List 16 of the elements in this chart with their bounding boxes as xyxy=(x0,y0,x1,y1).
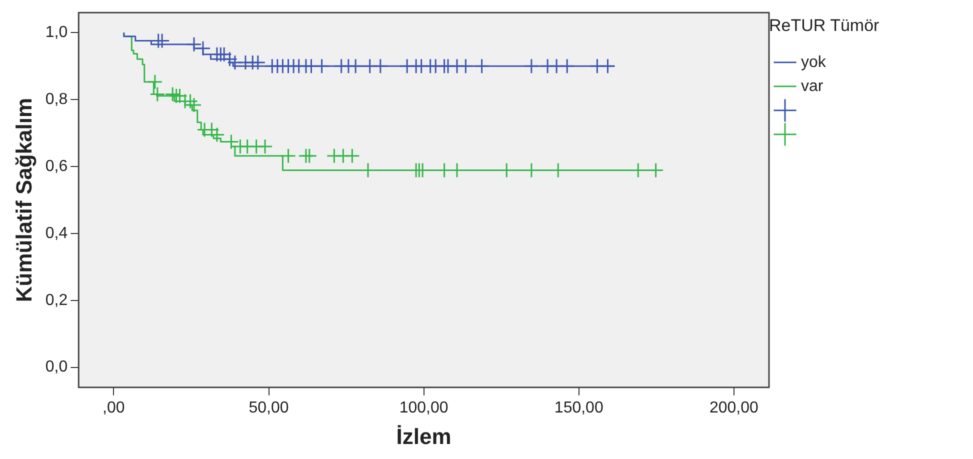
y-tick-label: 0,0 xyxy=(45,358,68,376)
x-tick-label: 200,00 xyxy=(709,399,759,416)
y-tick-label: 0,2 xyxy=(45,292,68,309)
y-axis-title: Kümülatif Sağkalım xyxy=(11,98,36,302)
x-axis-title: İzlem xyxy=(396,424,452,449)
x-tick-label: 100,00 xyxy=(399,399,448,416)
x-tick-label: ,00 xyxy=(102,399,125,416)
legend-label: var xyxy=(801,78,824,95)
x-tick-label: 50,00 xyxy=(248,399,289,416)
y-tick-label: 0,8 xyxy=(45,91,68,108)
x-tick-label: 150,00 xyxy=(554,399,604,416)
legend-title: ReTUR Tümör xyxy=(769,16,880,36)
legend-label: yok xyxy=(801,54,827,71)
y-tick-label: 1,0 xyxy=(45,24,68,42)
y-tick-label: 0,6 xyxy=(45,158,68,175)
y-tick-label: 0,4 xyxy=(45,224,68,242)
